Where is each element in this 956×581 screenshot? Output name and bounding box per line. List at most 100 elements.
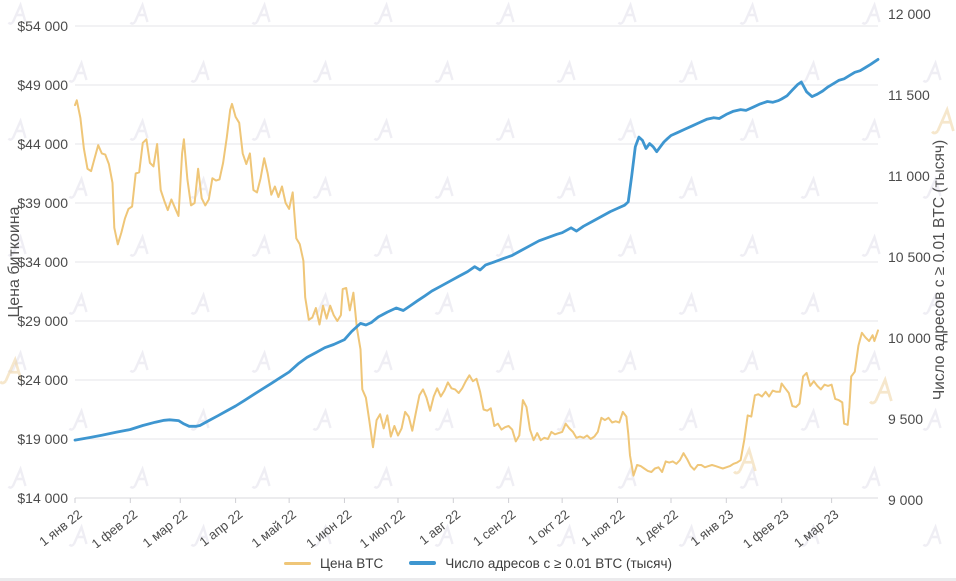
forklog-watermark-icon [800, 175, 820, 199]
forklog-watermark-icon [617, 1, 637, 25]
forklog-watermark-icon [129, 117, 149, 141]
x-axis-tick-label: 1 авг 22 [416, 507, 463, 548]
forklog-watermark-icon [733, 445, 757, 475]
x-axis-tick-label: 1 сен 22 [470, 507, 519, 548]
forklog-watermark-icon [434, 523, 454, 547]
forklog-watermark-icon [312, 407, 332, 431]
forklog-watermark-icon [7, 1, 27, 25]
addresses-line [73, 58, 880, 442]
forklog-watermark-icon [129, 465, 149, 489]
forklog-watermark-icon [190, 59, 210, 83]
forklog-watermark-icon [922, 59, 942, 83]
forklog-watermark-icon [495, 117, 515, 141]
forklog-watermark-icon [495, 1, 515, 25]
forklog-watermark-icon [373, 117, 393, 141]
forklog-watermark-icon [861, 349, 881, 373]
chart-legend: Цена BTC Число адресов с ≥ 0.01 BTC (тыс… [0, 550, 956, 576]
forklog-watermark-icon [678, 175, 698, 199]
forklog-watermark-icon [922, 291, 942, 315]
forklog-watermark-icon [739, 349, 759, 373]
forklog-watermark-icon [617, 233, 637, 257]
forklog-watermark-icon [7, 465, 27, 489]
forklog-watermark-icon [434, 175, 454, 199]
forklog-watermark-icon [861, 465, 881, 489]
forklog-watermark-icon [129, 233, 149, 257]
btc-price-vs-addresses-chart: $54 000 $49 000 $44 000 $39 000 $34 000 $29 0… [0, 1, 955, 548]
forklog-watermark-icon [739, 465, 759, 489]
left-axis-tick-label: $34 000 [17, 254, 68, 270]
addresses-line-swatch [409, 561, 437, 565]
x-axis-tick-label: 1 ноя 22 [578, 507, 627, 548]
forklog-watermark-icon [68, 175, 88, 199]
left-axis-title: Цена биткоина [6, 206, 23, 317]
x-axis-tick-label: 1 фев 22 [89, 507, 141, 548]
forklog-watermark-icon [931, 105, 955, 135]
forklog-watermark-icon [922, 175, 942, 199]
left-axis-tick-label: $19 000 [17, 431, 68, 447]
forklog-watermark-icon [556, 59, 576, 83]
forklog-watermark-icon [312, 523, 332, 547]
left-axis-tick-label: $49 000 [17, 77, 68, 93]
right-axis-tick-label: 11 500 [888, 87, 930, 103]
legend-label-btc-price: Цена BTC [320, 555, 384, 571]
forklog-watermark-icon [861, 233, 881, 257]
forklog-watermark-icon [678, 291, 698, 315]
forklog-watermark-icon [190, 523, 210, 547]
forklog-watermark-icon [251, 349, 271, 373]
forklog-watermark-icon [7, 233, 27, 257]
right-axis-tick-label: 10 000 [888, 330, 931, 346]
forklog-watermark-icon [68, 407, 88, 431]
forklog-watermark-icon [251, 117, 271, 141]
forklog-watermark-icon [617, 349, 637, 373]
left-axis-tick-label: $54 000 [17, 18, 68, 34]
forklog-watermark-icon [251, 465, 271, 489]
x-axis-tick-label: 1 окт 22 [525, 507, 572, 548]
forklog-watermark-icon [7, 117, 27, 141]
forklog-watermark-icon [312, 59, 332, 83]
left-axis-tick-label: $44 000 [17, 136, 68, 152]
right-axis-tick-label: 11 000 [888, 168, 930, 184]
right-axis-tick-label: 9 000 [888, 492, 923, 508]
left-axis-tick-label: $39 000 [17, 195, 68, 211]
forklog-watermark-icon [434, 291, 454, 315]
forklog-watermark-icon [678, 59, 698, 83]
forklog-watermark-icon [800, 523, 820, 547]
x-axis-tick-label: 1 июл 22 [357, 507, 408, 548]
x-axis-tick-label: 1 мар 23 [791, 507, 841, 548]
legend-label-addresses: Число адресов с ≥ 0.01 BTC (тысяч) [445, 555, 672, 571]
forklog-watermark-icon [800, 59, 820, 83]
forklog-watermark-icon [556, 523, 576, 547]
forklog-watermark-icon [861, 117, 881, 141]
legend-item-btc-price: Цена BTC [284, 556, 383, 571]
right-axis-tick-label: 12 000 [888, 6, 931, 22]
forklog-watermark-icon [434, 59, 454, 83]
forklog-watermark-icon [129, 349, 149, 373]
forklog-watermark-icon [312, 175, 332, 199]
card-bottom-edge [0, 578, 956, 581]
forklog-watermark-icon [678, 407, 698, 431]
right-axis-tick-label: 9 500 [888, 411, 923, 427]
forklog-watermark-icon [495, 465, 515, 489]
forklog-watermark-icon [617, 117, 637, 141]
forklog-watermark-icon [129, 1, 149, 25]
forklog-watermark-icon [617, 465, 637, 489]
forklog-watermark-icon [556, 407, 576, 431]
btc-price-line [74, 99, 879, 477]
forklog-watermark-icon [434, 407, 454, 431]
x-axis-tick-label: 1 янв 22 [36, 507, 85, 548]
legend-item-addresses: Число адресов с ≥ 0.01 BTC (тысяч) [409, 556, 672, 571]
forklog-watermark-icon [373, 349, 393, 373]
btc-price-line-swatch [284, 561, 312, 565]
forklog-watermark-icon [373, 233, 393, 257]
forklog-watermark-icon [251, 233, 271, 257]
forklog-watermark-icon [739, 117, 759, 141]
left-axis-tick-label: $29 000 [17, 313, 68, 329]
forklog-watermark-icon [68, 291, 88, 315]
forklog-watermark-icon [739, 1, 759, 25]
forklog-watermark-icon [495, 349, 515, 373]
right-axis-title: Число адресов с ≥ 0.01 BTC (тысяч) [931, 140, 948, 400]
x-axis-tick-label: 1 фев 23 [740, 507, 792, 548]
forklog-watermark-icon [922, 407, 942, 431]
forklog-watermark-icon [190, 291, 210, 315]
